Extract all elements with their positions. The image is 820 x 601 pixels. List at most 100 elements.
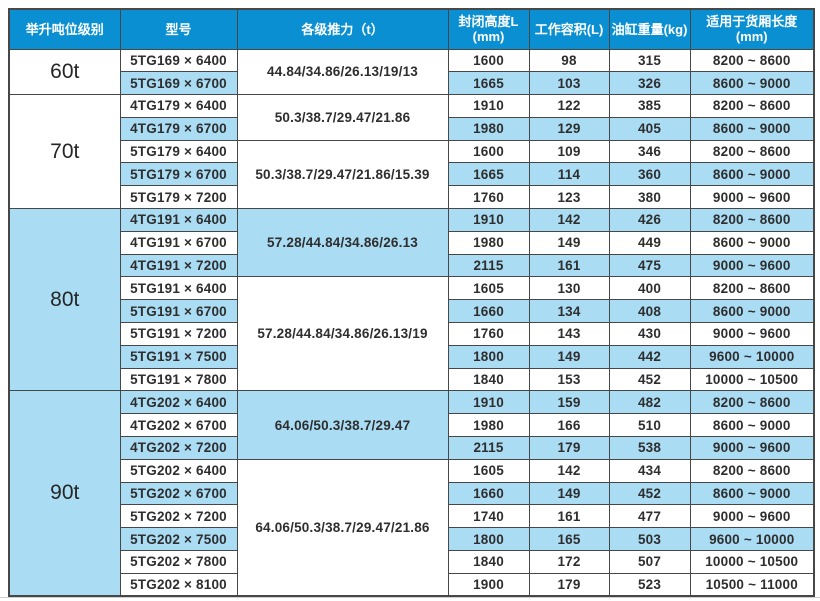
table-row: 5TG202 × 7800 1840 172 507 10000 ~ 10500 [9, 550, 815, 574]
closed-height-cell: 1910 [447, 94, 530, 118]
box-length-cell: 9000 ~ 9600 [689, 436, 815, 460]
table-row: 90t 4TG202 × 6400 64.06/50.3/38.7/29.47 191… [8, 390, 815, 597]
closed-height-cell: 1800 [447, 527, 530, 552]
working-volume-cell: 172 [528, 550, 610, 574]
working-volume-cell: 142 [528, 208, 610, 232]
model-cell: 5TG169 × 6400 [119, 48, 238, 73]
table-row: 5TG191 × 7800 1840 153 452 10000 ~ 10500 [9, 367, 815, 392]
model-cell: 5TG202 × 6700 [119, 481, 238, 506]
table-row: 80t 4TG191 × 6400 57.28/44.84/34.86/26.13 1… [8, 208, 815, 392]
closed-height-cell: 1605 [447, 458, 530, 483]
box-length-cell: 8600 ~ 9000 [689, 230, 815, 255]
model-cell: 5TG202 × 6400 [119, 458, 238, 483]
box-length-cell: 9000 ~ 9600 [689, 253, 815, 278]
tonnage-cell: 60t [8, 48, 121, 96]
thrust-cell: 64.06/50.3/38.7/29.47 [236, 390, 449, 460]
model-cell: 5TG191 × 6400 [119, 276, 238, 301]
cylinder-weight-cell: 346 [608, 139, 691, 164]
table-row: 5TG191 × 6700 1660 134 408 8600 ~ 9000 [9, 299, 815, 324]
col-header-unit: (mm) [735, 29, 768, 45]
box-length-cell: 8200 ~ 8600 [689, 48, 815, 73]
col-header-label: 封闭高度L [458, 13, 519, 29]
working-volume-cell: 149 [528, 481, 610, 506]
working-volume-cell: 143 [528, 322, 610, 346]
box-length-cell: 8200 ~ 8600 [689, 276, 815, 301]
working-volume-cell: 165 [528, 527, 610, 552]
cylinder-weight-cell: 426 [608, 208, 691, 232]
table-row: 5TG179 × 7200 1760 123 380 9000 ~ 9600 [9, 185, 815, 210]
working-volume-cell: 179 [528, 436, 610, 460]
thrust-cell: 50.3/38.7/29.47/21.86/15.39 [236, 139, 449, 210]
col-header-label: 油缸重量(kg) [611, 21, 688, 37]
closed-height-cell: 1800 [447, 344, 530, 369]
working-volume-cell: 149 [528, 344, 610, 369]
working-volume-cell: 166 [528, 413, 610, 438]
model-cell: 5TG179 × 6700 [119, 162, 238, 187]
working-volume-cell: 129 [528, 116, 610, 141]
working-volume-cell: 98 [528, 48, 610, 73]
closed-height-cell: 1980 [447, 116, 530, 141]
working-volume-cell: 159 [528, 390, 610, 415]
working-volume-cell: 130 [528, 276, 610, 301]
working-volume-cell: 161 [528, 504, 610, 529]
closed-height-cell: 1665 [447, 71, 530, 96]
model-cell: 4TG202 × 6400 [119, 390, 238, 415]
col-header-model: 型号 [119, 8, 238, 50]
table-row: 5TG191 × 7200 1760 143 430 9000 ~ 9600 [9, 322, 815, 346]
thrust-cell: 57.28/44.84/34.86/26.13/19 [236, 276, 449, 392]
closed-height-cell: 1760 [447, 185, 530, 210]
bottom-divider [0, 597, 820, 598]
closed-height-cell: 1980 [447, 230, 530, 255]
thrust-cell: 64.06/50.3/38.7/29.47/21.86 [236, 458, 449, 597]
closed-height-cell: 1910 [447, 208, 530, 232]
model-cell: 5TG191 × 6700 [119, 299, 238, 324]
thrust-cell: 50.3/38.7/29.47/21.86 [236, 94, 449, 141]
col-header-label: 各级推力（t） [301, 21, 384, 37]
cylinder-weight-cell: 449 [608, 230, 691, 255]
cylinder-weight-cell: 385 [608, 94, 691, 118]
table-row: 70t 4TG179 × 6400 50.3/38.7/29.47/21.86 191… [8, 94, 815, 210]
cylinder-weight-cell: 442 [608, 344, 691, 369]
closed-height-cell: 1840 [447, 550, 530, 574]
cylinder-weight-cell: 503 [608, 527, 691, 552]
closed-height-cell: 1760 [447, 322, 530, 346]
box-length-cell: 10500 ~ 11000 [689, 572, 815, 597]
closed-height-cell: 1660 [447, 481, 530, 506]
table-row: 4TG191 × 6700 1980 149 449 8600 ~ 9000 [9, 230, 815, 255]
cylinder-weight-cell: 538 [608, 436, 691, 460]
box-length-cell: 8200 ~ 8600 [689, 458, 815, 483]
tonnage-cell: 90t [8, 390, 121, 597]
table-row: 5TG179 × 6400 50.3/38.7/29.47/21.86/15.39… [9, 139, 815, 210]
closed-height-cell: 1600 [447, 48, 530, 73]
col-header-label: 型号 [165, 21, 192, 37]
cylinder-weight-cell: 326 [608, 71, 691, 96]
table-header: 举升吨位级别 型号 各级推力（t） 封闭高度L (mm) 工作容积(L) 油缸重量(kg) 适… [8, 8, 815, 50]
closed-height-cell: 2115 [447, 436, 530, 460]
cylinder-weight-cell: 510 [608, 413, 691, 438]
table-row: 5TG202 × 6400 64.06/50.3/38.7/29.47/21.86… [9, 458, 815, 597]
box-length-cell: 8600 ~ 9000 [689, 71, 815, 96]
cylinder-spec-table: 举升吨位级别 型号 各级推力（t） 封闭高度L (mm) 工作容积(L) 油缸重量(kg) 适… [8, 8, 815, 598]
table-row: 5TG179 × 6700 1665 114 360 8600 ~ 9000 [9, 162, 815, 187]
table-row: 5TG202 × 7500 1800 165 503 9600 ~ 10000 [9, 527, 815, 552]
box-length-cell: 9600 ~ 10000 [689, 344, 815, 369]
box-length-cell: 9000 ~ 9600 [689, 504, 815, 529]
cylinder-weight-cell: 430 [608, 322, 691, 346]
model-cell: 5TG202 × 7800 [119, 550, 238, 574]
working-volume-cell: 179 [528, 572, 610, 597]
working-volume-cell: 109 [528, 139, 610, 164]
model-cell: 4TG191 × 6700 [119, 230, 238, 255]
model-cell: 4TG191 × 7200 [119, 253, 238, 278]
box-length-cell: 9000 ~ 9600 [689, 185, 815, 210]
model-cell: 5TG169 × 6700 [119, 71, 238, 96]
tonnage-cell: 80t [8, 208, 121, 392]
working-volume-cell: 153 [528, 367, 610, 392]
table-row: 5TG202 × 8100 1900 179 523 10500 ~ 11000 [9, 572, 815, 597]
col-header-thrust: 各级推力（t） [236, 8, 449, 50]
model-cell: 5TG202 × 7200 [119, 504, 238, 529]
closed-height-cell: 1980 [447, 413, 530, 438]
cylinder-weight-cell: 452 [608, 367, 691, 392]
cylinder-weight-cell: 408 [608, 299, 691, 324]
working-volume-cell: 134 [528, 299, 610, 324]
col-header-working-volume: 工作容积(L) [528, 8, 610, 50]
